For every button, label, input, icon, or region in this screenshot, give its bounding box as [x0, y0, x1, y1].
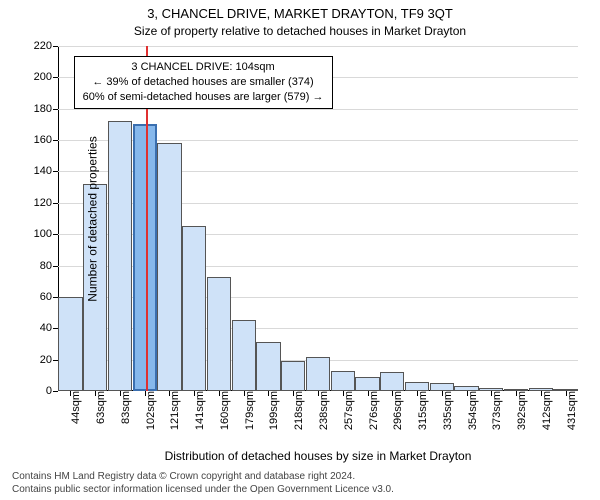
bar — [256, 342, 280, 391]
bar — [331, 371, 355, 391]
y-tick-label: 200 — [34, 71, 58, 83]
annotation-line1: 3 CHANCEL DRIVE: 104sqm — [83, 60, 324, 75]
annotation-box: 3 CHANCEL DRIVE: 104sqm ← 39% of detache… — [74, 56, 333, 109]
x-tick-label: 276sqm — [364, 391, 380, 430]
x-tick-label: 83sqm — [116, 391, 132, 424]
bar — [232, 320, 256, 391]
chart-figure: 3, CHANCEL DRIVE, MARKET DRAYTON, TF9 3Q… — [0, 0, 600, 500]
bar — [355, 377, 379, 391]
bar — [207, 277, 231, 391]
grid-line — [58, 46, 578, 47]
x-tick-label: 335sqm — [438, 391, 454, 430]
bar — [182, 226, 206, 391]
x-tick-label: 218sqm — [289, 391, 305, 430]
annotation-line3: 60% of semi-detached houses are larger (… — [83, 90, 324, 105]
x-tick-label: 392sqm — [512, 391, 528, 430]
y-tick-label: 60 — [40, 291, 58, 303]
x-tick-label: 199sqm — [264, 391, 280, 430]
footer-line1: Contains HM Land Registry data © Crown c… — [12, 470, 394, 483]
x-tick-label: 141sqm — [190, 391, 206, 430]
y-tick-label: 160 — [34, 134, 58, 146]
x-tick-label: 373sqm — [487, 391, 503, 430]
y-tick-label: 0 — [46, 385, 58, 397]
x-tick-label: 238sqm — [314, 391, 330, 430]
y-tick-label: 220 — [34, 40, 58, 52]
figure-title-line1: 3, CHANCEL DRIVE, MARKET DRAYTON, TF9 3Q… — [0, 6, 600, 21]
x-tick-label: 412sqm — [537, 391, 553, 430]
y-tick-label: 140 — [34, 165, 58, 177]
x-tick-label: 160sqm — [215, 391, 231, 430]
bar-highlight — [133, 124, 157, 391]
bar — [306, 357, 330, 392]
x-tick-label: 179sqm — [240, 391, 256, 430]
bar — [281, 361, 305, 391]
y-axis-title: Number of detached properties — [86, 136, 100, 301]
x-tick-label: 257sqm — [339, 391, 355, 430]
bar — [430, 383, 454, 391]
y-tick-label: 80 — [40, 260, 58, 272]
x-tick-label: 315sqm — [413, 391, 429, 430]
bar — [380, 372, 404, 391]
x-tick-label: 354sqm — [463, 391, 479, 430]
y-tick-label: 180 — [34, 103, 58, 115]
bar — [108, 121, 132, 391]
y-tick-label: 40 — [40, 322, 58, 334]
y-tick-label: 120 — [34, 197, 58, 209]
bar — [157, 143, 181, 391]
x-axis-title: Distribution of detached houses by size … — [58, 449, 578, 463]
annotation-line2: ← 39% of detached houses are smaller (37… — [83, 75, 324, 90]
x-tick-label: 431sqm — [562, 391, 578, 430]
bar — [405, 382, 429, 391]
figure-footer: Contains HM Land Registry data © Crown c… — [12, 470, 394, 496]
x-tick-label: 102sqm — [141, 391, 157, 430]
plot-area: 02040608010012014016018020022044sqm63sqm… — [58, 46, 578, 391]
x-tick-label: 121sqm — [165, 391, 181, 430]
footer-line2: Contains public sector information licen… — [12, 483, 394, 496]
x-tick-label: 296sqm — [388, 391, 404, 430]
y-tick-label: 20 — [40, 354, 58, 366]
bar — [58, 297, 82, 391]
y-tick-label: 100 — [34, 228, 58, 240]
x-tick-label: 63sqm — [91, 391, 107, 424]
x-tick-label: 44sqm — [66, 391, 82, 424]
figure-title-line2: Size of property relative to detached ho… — [0, 24, 600, 38]
